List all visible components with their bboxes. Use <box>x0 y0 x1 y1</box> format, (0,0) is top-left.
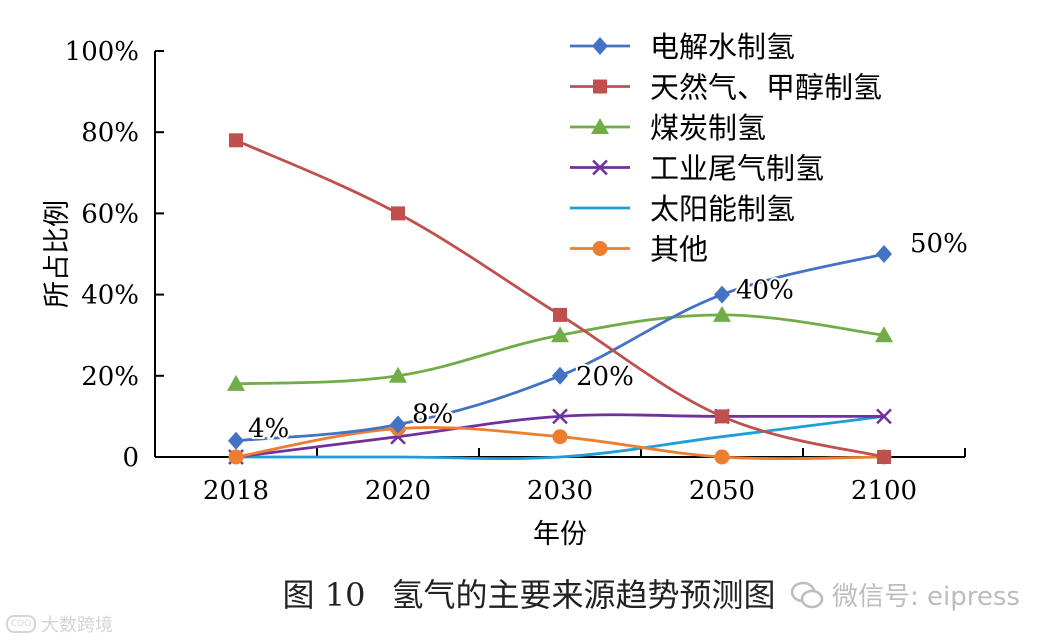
series-line <box>235 415 885 461</box>
data-point <box>876 245 892 263</box>
y-tick-label: 40% <box>81 281 139 311</box>
data-point <box>592 159 608 176</box>
data-label: 20% <box>576 362 634 392</box>
data-point <box>592 241 608 256</box>
data-label: 40% <box>736 276 794 306</box>
data-point <box>876 408 892 425</box>
x-tick-label: 2050 <box>689 476 755 506</box>
watermark-logo-icon: COO <box>6 615 36 633</box>
figure-caption: 图 10 氢气的主要来源趋势预测图 <box>0 570 1058 616</box>
data-label: 4% <box>248 414 289 444</box>
legend-item: 其他 <box>570 233 708 267</box>
data-point <box>389 366 407 383</box>
y-tick-label: 0 <box>122 443 139 473</box>
x-tick-label: 2018 <box>203 476 269 506</box>
data-point <box>714 449 730 465</box>
data-point <box>552 366 568 385</box>
watermark-left: COO 大数跨境 <box>6 611 113 637</box>
wechat-icon <box>790 581 824 608</box>
series-4 <box>235 415 885 461</box>
y-axis-title: 所占比例 <box>42 200 73 308</box>
legend-label: 其他 <box>650 233 708 267</box>
x-axis-title: 年份 <box>533 519 587 550</box>
axes: 0 20% 40% 60% 80% 100% 2018 2020 2030 2050 2100 年份 所… <box>42 37 966 550</box>
data-point <box>592 37 608 55</box>
series-2 <box>227 305 893 391</box>
data-point <box>713 305 731 322</box>
legend-item: 太阳能制氢 <box>570 192 795 226</box>
data-point <box>228 431 244 450</box>
data-point <box>390 415 406 434</box>
data-point <box>551 326 569 343</box>
watermark-left-text: 大数跨境 <box>41 615 113 636</box>
y-tick-label: 100% <box>65 37 139 67</box>
figure-title: 氢气的主要来源趋势预测图 <box>391 576 776 614</box>
data-point <box>593 79 607 94</box>
legend-label: 电解水制氢 <box>650 30 795 64</box>
series-0: 4% 8% 20% 40% 50% <box>228 227 970 450</box>
data-point <box>228 449 244 465</box>
data-point <box>391 206 405 221</box>
data-point <box>715 409 729 424</box>
x-tick-label: 2100 <box>851 476 917 506</box>
y-tick-label: 20% <box>81 362 139 392</box>
data-point <box>553 307 567 322</box>
data-point <box>591 118 609 134</box>
legend-label: 工业尾气制氢 <box>650 152 824 186</box>
legend-item: 工业尾气制氢 <box>570 152 824 186</box>
watermark-right: 微信号: eipress <box>790 576 1020 613</box>
x-tick-label: 2030 <box>527 476 593 506</box>
data-point <box>714 285 730 304</box>
y-tick-label: 60% <box>81 199 139 229</box>
y-tick-label: 80% <box>81 118 139 148</box>
series-1 <box>229 133 891 464</box>
data-point <box>552 408 568 425</box>
series-layer: 4% 8% 20% 40% 50% <box>227 133 970 465</box>
line-chart: 0 20% 40% 60% 80% 100% 2018 2020 2030 2050 2100 年份 所… <box>42 30 970 550</box>
data-point <box>229 133 243 148</box>
data-point <box>875 326 893 343</box>
data-point <box>877 450 891 464</box>
x-tick-label: 2020 <box>365 476 431 506</box>
legend-label: 太阳能制氢 <box>650 192 795 226</box>
legend-item: 天然气、甲醇制氢 <box>570 71 882 105</box>
legend-label: 天然气、甲醇制氢 <box>650 71 882 105</box>
watermark-right-text: 微信号: eipress <box>832 582 1020 612</box>
data-label: 8% <box>412 400 453 430</box>
data-label: 50% <box>910 229 968 259</box>
legend-item: 煤炭制氢 <box>570 111 766 145</box>
figure-number: 图 10 <box>282 576 366 614</box>
data-point <box>552 429 568 445</box>
legend-label: 煤炭制氢 <box>650 111 766 145</box>
data-point <box>227 374 245 391</box>
legend-item: 电解水制氢 <box>570 30 795 64</box>
